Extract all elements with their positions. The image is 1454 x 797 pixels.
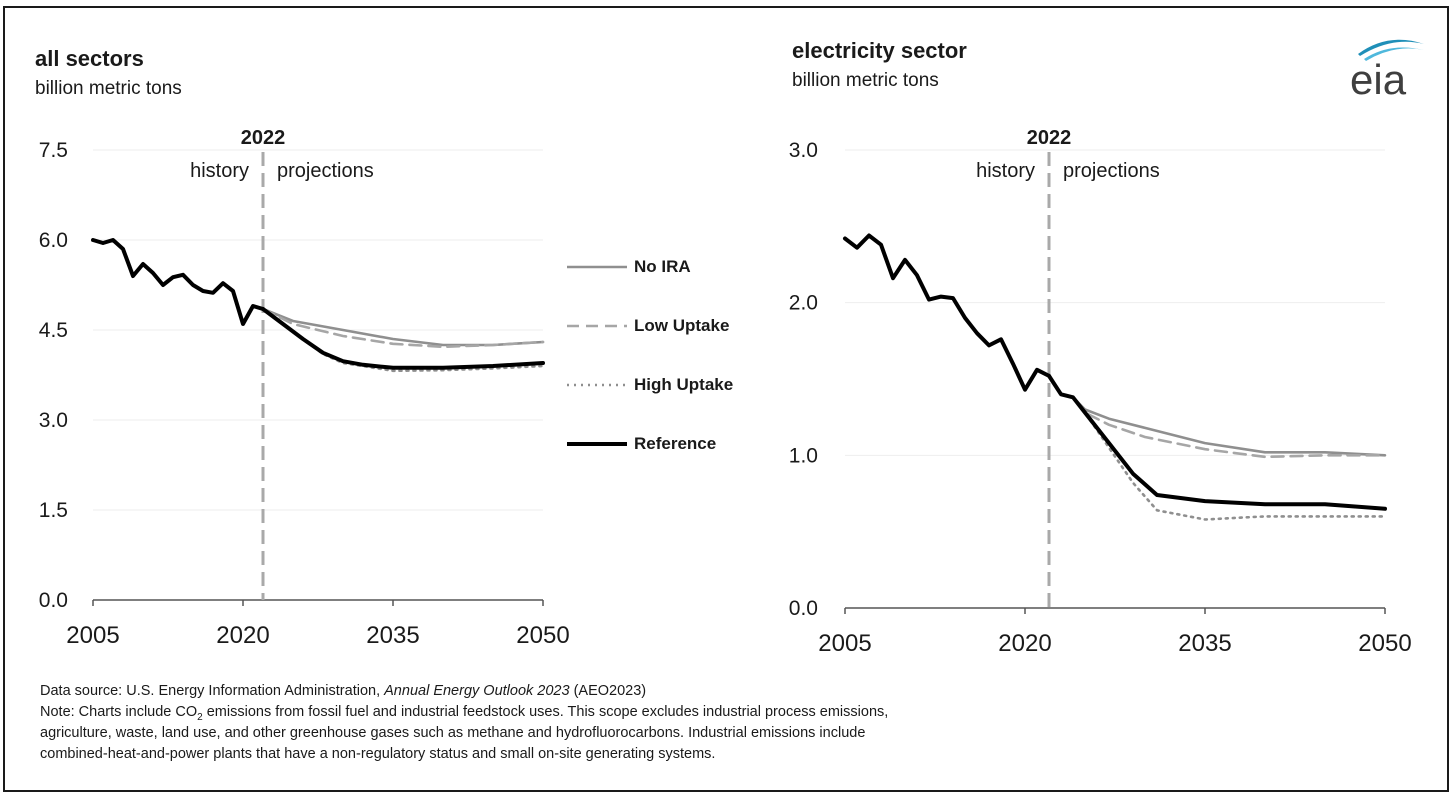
panel-1-y-tick-label: 3.0 bbox=[39, 409, 68, 432]
legend-item-no-ira: No IRA bbox=[566, 257, 691, 277]
panel-2-marker-year: 2022 bbox=[1027, 127, 1072, 149]
panel-1-series-history bbox=[91, 238, 265, 326]
eia-logo-text: eia bbox=[1350, 56, 1407, 100]
panel-1-series-reference bbox=[261, 307, 545, 370]
footer-note-3: combined-heat-and-power plants that have… bbox=[40, 746, 716, 762]
panel-2-series-history bbox=[843, 233, 1051, 392]
eia-logo-arc-icon bbox=[1364, 47, 1424, 61]
panel-2-series-reference bbox=[1047, 373, 1387, 511]
footer-source-suffix: (AEO2023) bbox=[569, 683, 647, 699]
legend-item-high-uptake: High Uptake bbox=[566, 375, 733, 395]
panel-1-y-tick-label: 1.5 bbox=[39, 499, 68, 522]
legend-item-low-uptake: Low Uptake bbox=[566, 316, 729, 336]
legend-label: Reference bbox=[634, 434, 717, 453]
panel-1-y-tick-label: 4.5 bbox=[39, 319, 68, 342]
legend-swatch bbox=[567, 383, 627, 387]
panel-1-y-tick-label: 6.0 bbox=[39, 229, 68, 252]
panel-2-y-tick-label: 0.0 bbox=[789, 597, 818, 620]
footer-note-1-subscript: 2 bbox=[197, 711, 203, 723]
panel-2-series-high-uptake bbox=[1047, 374, 1387, 521]
panel-title-all-sectors: all sectors bbox=[35, 46, 144, 71]
legend-label: Low Uptake bbox=[634, 316, 730, 335]
footer-note-1a: Note: Charts include CO bbox=[40, 704, 198, 720]
legend-label: High Uptake bbox=[634, 375, 734, 394]
panel-2-series-no-ira bbox=[1047, 374, 1387, 457]
legend-swatch bbox=[567, 442, 627, 446]
panel-2-y-tick-label: 2.0 bbox=[789, 292, 818, 315]
panel-1-history-label: history bbox=[190, 160, 249, 182]
panel-2-x-tick-label: 2050 bbox=[1358, 630, 1411, 657]
panel-1-series-low-uptake bbox=[261, 307, 545, 349]
panel-1-y-tick-label: 7.5 bbox=[39, 139, 68, 162]
panel-unit-all-sectors: billion metric tons bbox=[35, 78, 182, 99]
panel-2-y-tick-label: 1.0 bbox=[789, 444, 818, 467]
panel-2-x-tick-label: 2035 bbox=[1178, 630, 1231, 657]
panel-2-x-tick-label: 2020 bbox=[998, 630, 1051, 657]
footer-note-2: agriculture, waste, land use, and other … bbox=[40, 725, 866, 741]
panel-1-x-tick-label: 2005 bbox=[66, 622, 119, 649]
panel-title-electricity: electricity sector bbox=[792, 38, 967, 63]
panel-1-x-tick-label: 2020 bbox=[216, 622, 269, 649]
panel-1-marker-year: 2022 bbox=[241, 127, 286, 149]
footer-source-prefix: Data source: U.S. Energy Information Adm… bbox=[40, 683, 385, 699]
panel-1-y-tick-label: 0.0 bbox=[39, 589, 68, 612]
eia-logo-arc-icon bbox=[1358, 39, 1424, 56]
panel-1-projections-label: projections bbox=[277, 160, 374, 182]
panel-2-x-tick-label: 2005 bbox=[818, 630, 871, 657]
chart-frame bbox=[3, 6, 1449, 792]
footer-note-1: Note: Charts include CO2 emissions from … bbox=[40, 702, 888, 728]
footer-note-1b: emissions from fossil fuel and industria… bbox=[202, 704, 889, 720]
eia-logo: eia bbox=[1350, 39, 1424, 100]
footer-source-title: Annual Energy Outlook 2023 bbox=[384, 683, 570, 699]
legend-swatch bbox=[567, 324, 627, 328]
legend-swatch bbox=[567, 265, 627, 269]
panel-2-projections-label: projections bbox=[1063, 160, 1160, 182]
panel-2-y-tick-label: 3.0 bbox=[789, 139, 818, 162]
panel-1-x-tick-label: 2050 bbox=[516, 622, 569, 649]
footer-source: Data source: U.S. Energy Information Adm… bbox=[40, 681, 646, 702]
panel-2-history-label: history bbox=[976, 160, 1035, 182]
panel-unit-electricity: billion metric tons bbox=[792, 70, 939, 91]
panel-1-x-tick-label: 2035 bbox=[366, 622, 419, 649]
legend-item-reference: Reference bbox=[566, 434, 716, 454]
legend-label: No IRA bbox=[634, 257, 691, 276]
